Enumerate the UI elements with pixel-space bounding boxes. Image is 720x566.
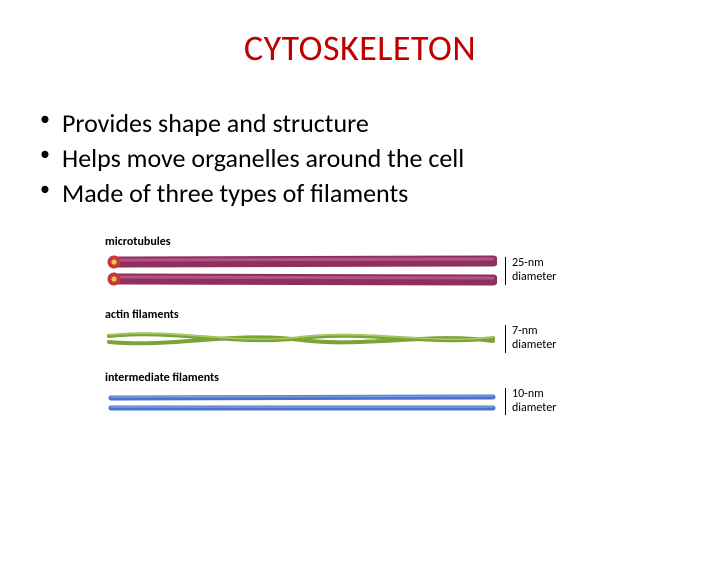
filament-diagram: microtubules 25-nm diameter actin filame…	[105, 235, 615, 415]
microtubules-icon	[105, 252, 497, 290]
filament-label: intermediate filaments	[105, 371, 615, 385]
filament-label: microtubules	[105, 235, 615, 249]
filament-microtubules: microtubules 25-nm diameter	[105, 235, 615, 290]
filament-intermediate: intermediate filaments 10-nm diameter	[105, 371, 615, 416]
filament-label: actin filaments	[105, 308, 615, 322]
bullet-item: Helps move organelles around the cell	[36, 141, 720, 176]
page-title: CYTOSKELETON	[0, 26, 720, 70]
bullet-list: Provides shape and structure Helps move …	[36, 106, 720, 211]
intermediate-icon	[105, 390, 497, 414]
dimension-label: 25-nm diameter	[505, 257, 556, 285]
dimension-label: 7-nm diameter	[505, 325, 556, 353]
filament-actin: actin filaments 7-nm diameter	[105, 308, 615, 353]
dimension-label: 10-nm diameter	[505, 388, 556, 416]
bullet-item: Provides shape and structure	[36, 106, 720, 141]
actin-icon	[105, 326, 497, 352]
bullet-item: Made of three types of filaments	[36, 176, 720, 211]
